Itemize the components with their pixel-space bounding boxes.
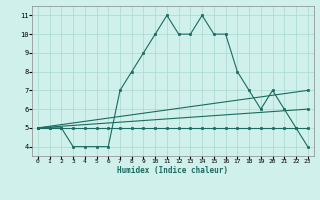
X-axis label: Humidex (Indice chaleur): Humidex (Indice chaleur) — [117, 166, 228, 175]
